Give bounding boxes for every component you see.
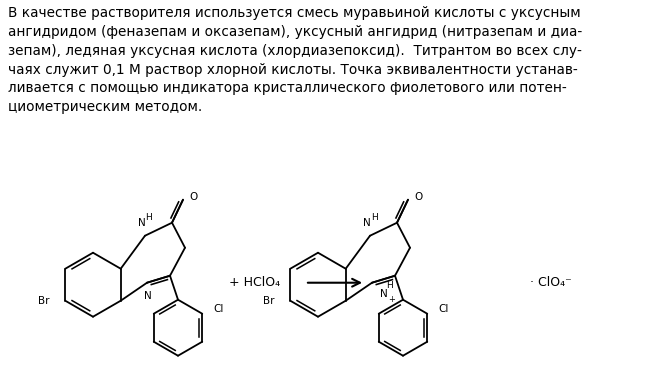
Text: H: H (371, 213, 377, 222)
Text: · ClO₄⁻: · ClO₄⁻ (530, 276, 572, 289)
Text: N: N (380, 289, 388, 299)
Text: Br: Br (263, 296, 274, 306)
Text: O: O (414, 192, 422, 202)
Text: +: + (388, 295, 395, 304)
Text: N: N (363, 218, 371, 228)
Text: H: H (145, 213, 153, 222)
Text: Br: Br (37, 296, 49, 306)
Text: + HClO₄: + HClO₄ (229, 276, 280, 289)
Text: Cl: Cl (438, 304, 449, 314)
Text: N: N (144, 291, 152, 301)
Text: O: O (189, 192, 197, 202)
Text: N: N (138, 218, 146, 228)
Text: Cl: Cl (213, 304, 223, 314)
Text: H: H (386, 281, 393, 290)
Text: В качестве растворителя используется смесь муравьиной кислоты с уксусным
ангидри: В качестве растворителя используется сме… (8, 6, 582, 115)
